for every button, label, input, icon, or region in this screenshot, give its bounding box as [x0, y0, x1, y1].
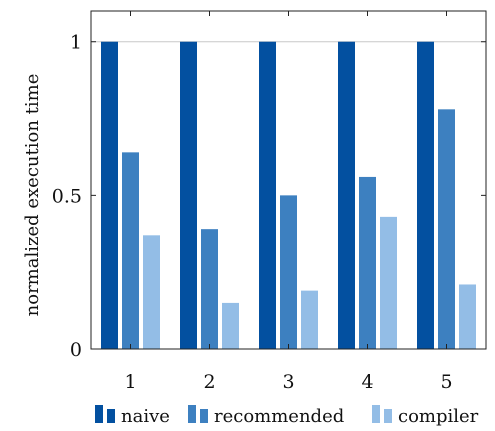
bar-naive-4: [338, 41, 355, 350]
legend-swatch: [107, 409, 115, 423]
legend-item-compiler: compiler: [372, 405, 479, 427]
bars: [101, 41, 476, 350]
bar-recommended-3: [280, 195, 297, 349]
legend-label: recommended: [214, 406, 344, 427]
x-tick-label: 4: [361, 371, 373, 393]
bar-compiler-2: [222, 302, 239, 349]
bar-recommended-5: [438, 109, 455, 349]
legend-swatch: [95, 405, 103, 423]
x-tick-label: 2: [203, 371, 215, 393]
y-tick-label: 1: [70, 32, 82, 54]
legend-swatch: [372, 405, 380, 423]
bar-compiler-4: [380, 216, 397, 349]
legend-label: compiler: [398, 406, 479, 427]
legend: naive recommended compiler: [95, 405, 479, 427]
bar-naive-1: [101, 41, 118, 350]
bar-recommended-1: [122, 152, 139, 349]
bar-naive-2: [180, 41, 197, 350]
bar-compiler-5: [459, 284, 476, 349]
x-tick-label: 5: [440, 371, 452, 393]
legend-item-naive: naive: [95, 405, 170, 427]
y-tick-label: 0: [70, 339, 82, 361]
x-tick-label: 1: [124, 371, 136, 393]
axes: [90, 10, 487, 350]
legend-swatch: [188, 405, 196, 423]
x-tick-label: 3: [282, 371, 294, 393]
legend-item-recommended: recommended: [188, 405, 344, 427]
bar-compiler-1: [143, 235, 160, 349]
tick-labels: 0 0.5 1 1 2 3 4 5: [52, 32, 453, 393]
bar-compiler-3: [301, 290, 318, 349]
legend-label: naive: [121, 406, 170, 427]
bar-recommended-2: [201, 229, 218, 349]
bar-naive-5: [417, 41, 434, 350]
bar-naive-3: [259, 41, 276, 350]
legend-swatch: [384, 409, 392, 423]
y-tick-label: 0.5: [52, 185, 82, 207]
y-axis-label: normalized execution time: [22, 74, 43, 317]
legend-swatch: [200, 409, 208, 423]
bar-recommended-4: [359, 176, 376, 349]
